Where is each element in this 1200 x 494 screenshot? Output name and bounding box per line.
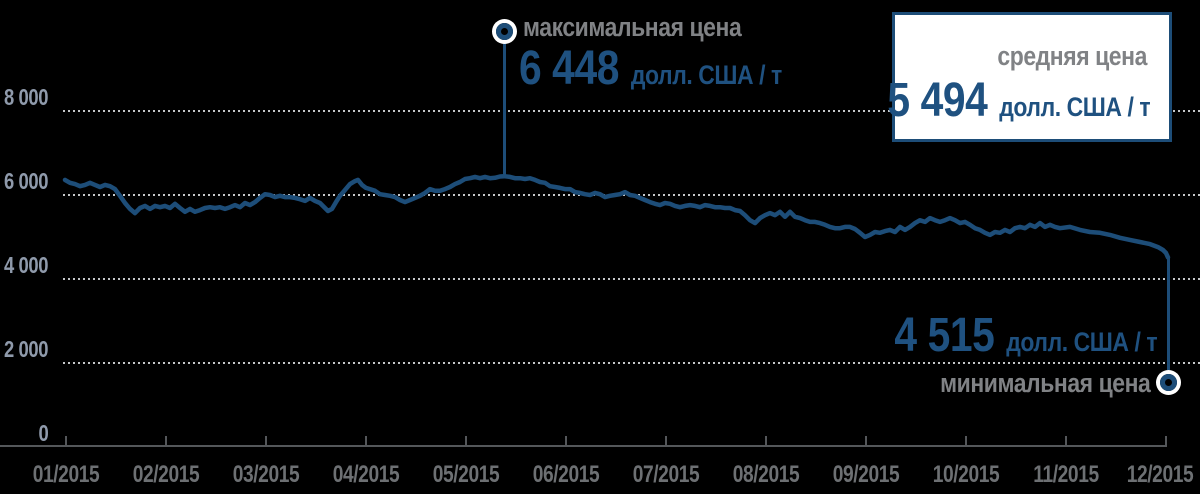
x-axis-label: 06/2015 (532, 461, 600, 488)
x-axis-tick (665, 436, 667, 446)
average-price-value: 5 494 (887, 74, 988, 127)
max-price-label: максимальная цена (523, 12, 742, 42)
max-price-marker (495, 22, 513, 40)
min-price-marker (1159, 373, 1177, 391)
min-callout-line (1166, 257, 1170, 370)
average-price-label: средняя цена (997, 41, 1147, 71)
grid-line-2000 (63, 362, 1200, 364)
min-price-value: 4 515 (894, 309, 995, 362)
x-axis-tick (365, 436, 367, 446)
x-axis-label: 08/2015 (732, 461, 800, 488)
x-axis-label: 04/2015 (332, 461, 400, 488)
x-axis-label: 05/2015 (432, 461, 500, 488)
y-axis-label: 8 000 (3, 84, 48, 110)
x-axis-tick (65, 436, 67, 446)
max-price-value: 6 448 (519, 42, 619, 95)
min-price-unit: долл. США / т (1006, 327, 1157, 357)
max-callout-line (502, 43, 506, 177)
y-axis-label: 4 000 (3, 252, 48, 278)
x-axis-label: 07/2015 (632, 461, 700, 488)
average-price-unit: долл. США / т (999, 92, 1150, 122)
x-axis-line (0, 445, 1167, 447)
grid-line-8000 (63, 110, 1200, 112)
y-axis-label: 2 000 (3, 336, 48, 362)
y-axis-label: 0 (38, 420, 48, 446)
x-axis-tick (1065, 436, 1067, 446)
x-axis-tick (465, 436, 467, 446)
x-axis-tick (765, 436, 767, 446)
x-axis-tick (165, 436, 167, 446)
average-price-value-row: 5 494 долл. США / т (887, 77, 1150, 125)
min-price-label: минимальная цена (939, 368, 1151, 398)
max-price-value-row: 6 448 долл. США / т (519, 45, 782, 93)
x-axis-tick (865, 436, 867, 446)
y-axis-label: 6 000 (3, 168, 48, 194)
x-axis-tick (565, 436, 567, 446)
average-price-box: средняя цена 5 494 долл. США / т (887, 12, 1172, 142)
max-price-unit: долл. США / т (630, 60, 782, 90)
x-axis-label: 02/2015 (132, 461, 200, 488)
x-axis-tick (265, 436, 267, 446)
x-axis-tick (965, 436, 967, 446)
grid-line-4000 (63, 278, 1200, 280)
x-axis-label: 01/2015 (32, 461, 100, 488)
x-axis-label: 12/2015 (1126, 461, 1194, 488)
x-axis-label: 10/2015 (932, 461, 1000, 488)
x-axis-tick (1165, 436, 1167, 446)
x-axis-label: 03/2015 (232, 461, 300, 488)
x-axis-label: 11/2015 (1033, 461, 1099, 488)
x-axis-label: 09/2015 (832, 461, 900, 488)
min-price-value-row: 4 515 долл. США / т (894, 312, 1157, 360)
